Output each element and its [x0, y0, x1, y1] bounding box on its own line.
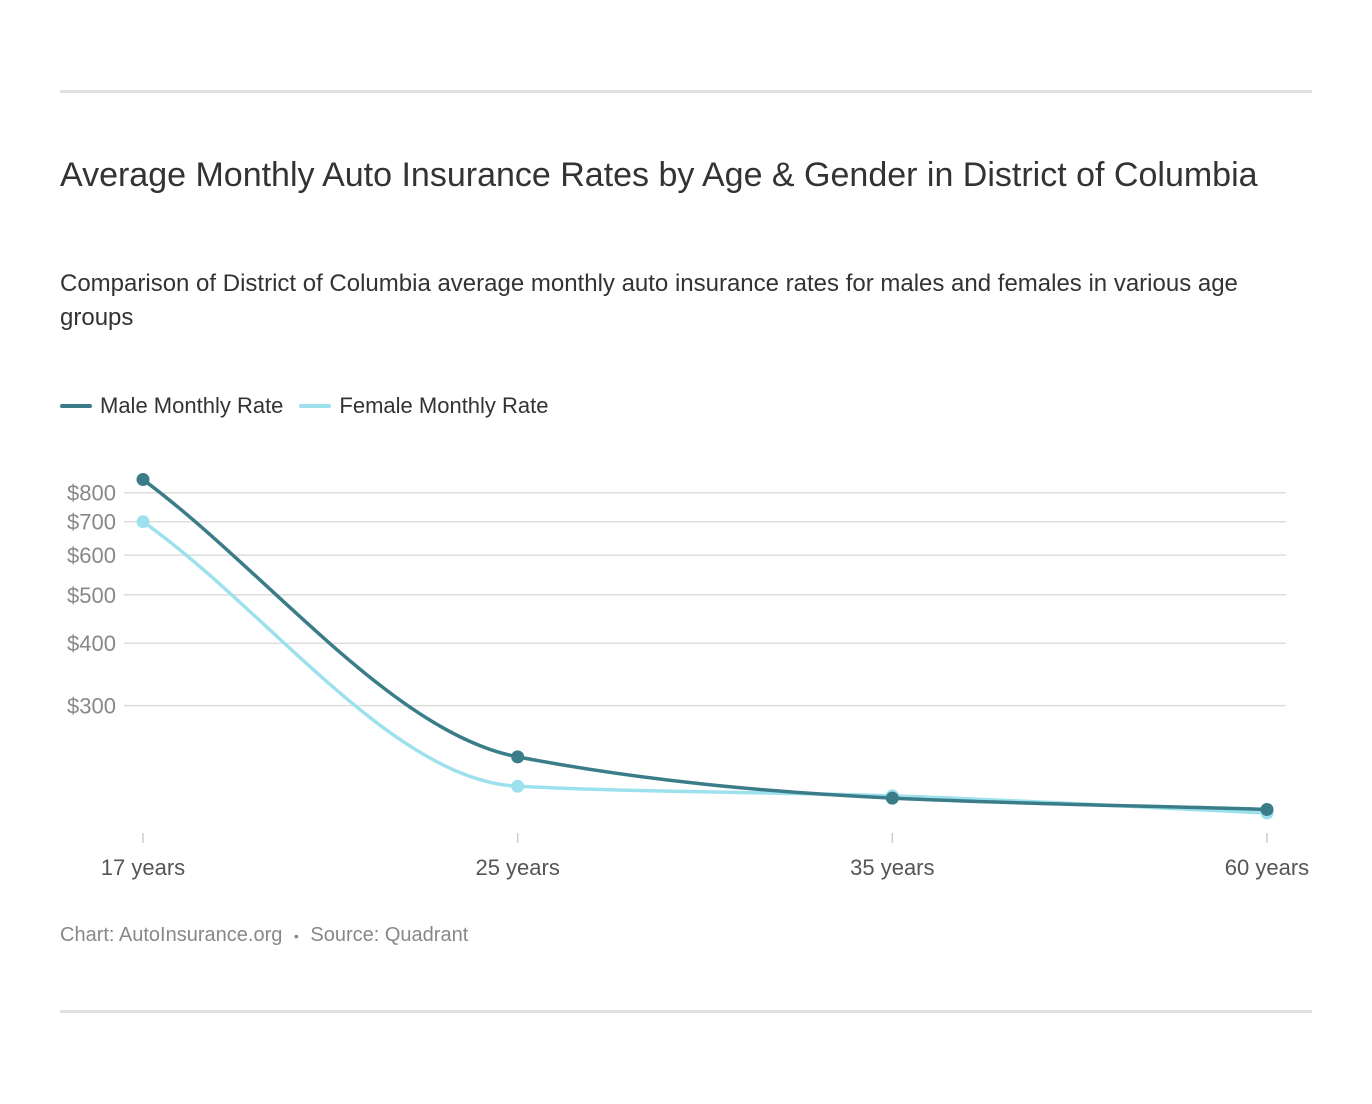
legend-swatch-male [60, 404, 92, 408]
data-point-female-0 [136, 515, 150, 529]
data-point-male-2 [885, 791, 899, 805]
legend-item-male[interactable]: Male Monthly Rate [60, 393, 283, 419]
series-line-female [141, 519, 1269, 815]
y-tick-label-300: $300 [67, 694, 116, 719]
y-tick-label-700: $700 [67, 510, 116, 535]
chart-footer: Chart: AutoInsurance.org • Source: Quadr… [60, 924, 468, 947]
data-point-male-1 [511, 750, 525, 764]
y-tick-label-500: $500 [67, 583, 116, 608]
bottom-divider [60, 1010, 1312, 1013]
legend: Male Monthly Rate Female Monthly Rate [60, 390, 565, 422]
series-line-male [141, 477, 1269, 812]
legend-swatch-female [299, 404, 332, 408]
data-point-male-3 [1260, 802, 1274, 816]
y-tick-label-400: $400 [67, 631, 116, 656]
chart-credit: Chart: AutoInsurance.org [60, 924, 283, 946]
legend-label-male: Male Monthly Rate [100, 393, 284, 418]
y-tick-label-800: $800 [67, 481, 116, 506]
y-tick-label-600: $600 [67, 543, 116, 568]
data-point-female-1 [511, 779, 525, 793]
x-tick-label-0: 17 years [101, 855, 185, 880]
x-tick-label-2: 35 years [850, 855, 934, 880]
legend-item-female[interactable]: Female Monthly Rate [299, 393, 549, 419]
line-chart: $300 $400 $500 $600 $700 $800 17 years 25 years… [67, 473, 1309, 880]
x-tick-label-1: 25 years [475, 855, 559, 880]
chart-title: Average Monthly Auto Insurance Rates by … [60, 156, 1258, 194]
legend-label-female: Female Monthly Rate [339, 393, 549, 418]
chart-source: Source: Quadrant [310, 924, 469, 946]
data-point-male-0 [136, 473, 150, 487]
chart-subtitle: Comparison of District of Columbia avera… [60, 270, 1238, 331]
top-divider [60, 90, 1312, 93]
footer-separator: • [293, 927, 299, 944]
x-tick-label-3: 60 years [1225, 855, 1309, 880]
